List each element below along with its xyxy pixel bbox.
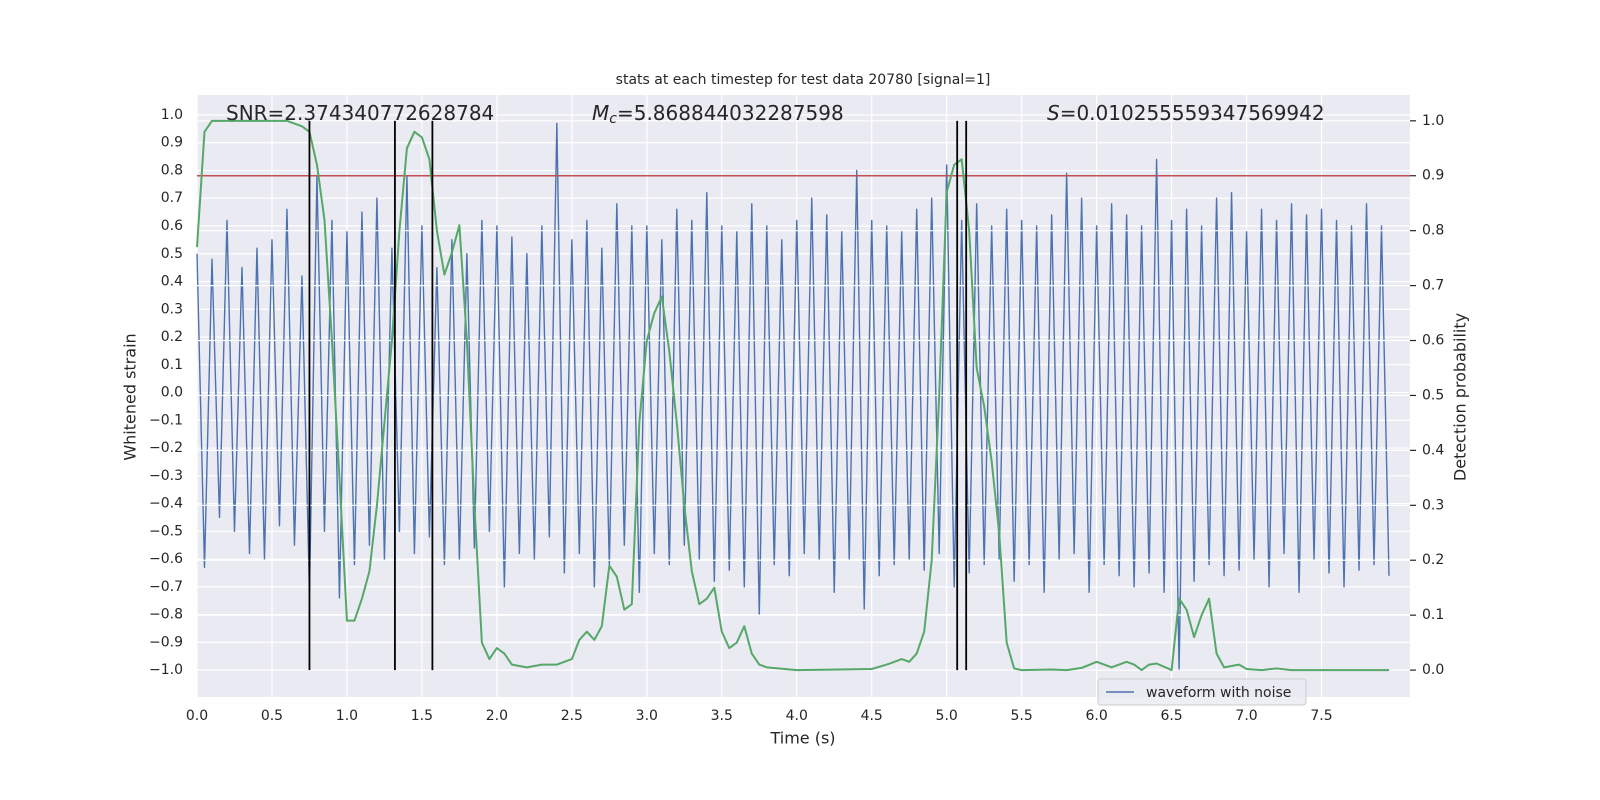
annotation: Mc=5.868844032287598 — [592, 101, 844, 128]
x-tick-label: 2.0 — [486, 708, 508, 724]
y2-tick-label: 0.7 — [1422, 278, 1444, 294]
y-tick-label: −0.2 — [149, 440, 183, 456]
y-tick-label: 0.7 — [161, 190, 183, 206]
y-tick-label: −0.8 — [149, 607, 183, 623]
y2-tick-label: 0.0 — [1422, 662, 1444, 678]
x-tick-label: 1.5 — [411, 708, 433, 724]
annotation-symbol: S — [1047, 101, 1060, 125]
x-tick-label: 0.0 — [186, 708, 208, 724]
x-tick-label: 4.5 — [861, 708, 883, 724]
annotation-symbol: M — [592, 101, 609, 125]
y2-tick-label: 0.4 — [1422, 442, 1444, 458]
y2-tick-label: 0.3 — [1422, 497, 1444, 513]
series-line — [196, 119, 1390, 672]
x-tick-label: 3.5 — [711, 708, 733, 724]
y-tick-label: 0.1 — [161, 357, 183, 373]
y2-tick-label: 1.0 — [1422, 113, 1444, 129]
x-tick-label: 1.0 — [336, 708, 358, 724]
x-tick-label: 2.5 — [561, 708, 583, 724]
legend-label: waveform with noise — [1146, 685, 1291, 701]
y-tick-label: 0.2 — [161, 329, 183, 345]
x-tick-label: 5.5 — [1011, 708, 1033, 724]
y2-tick-label: 0.8 — [1422, 223, 1444, 239]
y2-tick-label: 0.5 — [1422, 387, 1444, 403]
y-axis-label: Whitened strain — [121, 333, 140, 460]
y-tick-label: 0.6 — [161, 218, 183, 234]
annotation-text: SNR=2.374340772628784 — [226, 101, 494, 125]
x-axis-label: Time (s) — [769, 729, 835, 748]
y-tick-label: −0.6 — [149, 551, 183, 567]
y-tick-label: −0.3 — [149, 468, 183, 484]
y-tick-label: 0.0 — [161, 385, 183, 401]
y2-tick-label: 0.6 — [1422, 333, 1444, 349]
y2-tick-label: 0.2 — [1422, 552, 1444, 568]
y-tick-label: 0.8 — [161, 162, 183, 178]
annotation-text: =5.868844032287598 — [617, 101, 844, 125]
y2-tick-label: 0.1 — [1422, 607, 1444, 623]
annotation: S=0.010255559347569942 — [1047, 101, 1325, 125]
y-tick-label: 1.0 — [161, 107, 183, 123]
y2-axis-label: Detection probability — [1451, 313, 1470, 481]
x-tick-label: 0.5 — [261, 708, 283, 724]
y-tick-label: −0.9 — [149, 634, 183, 650]
x-tick-label: 5.0 — [936, 708, 958, 724]
y-tick-label: −0.7 — [149, 579, 183, 595]
chart-title: stats at each timestep for test data 207… — [616, 72, 991, 88]
x-tick-label: 3.0 — [636, 708, 658, 724]
y-tick-label: −0.5 — [149, 523, 183, 539]
y-tick-label: 0.3 — [161, 301, 183, 317]
x-tick-label: 7.0 — [1235, 708, 1257, 724]
y-tick-label: 0.9 — [161, 135, 183, 151]
annotation-text: =0.010255559347569942 — [1060, 101, 1325, 125]
y-tick-label: −0.1 — [149, 412, 183, 428]
y-tick-label: −0.4 — [149, 496, 183, 512]
annotation: SNR=2.374340772628784 — [226, 101, 494, 125]
x-tick-label: 6.5 — [1160, 708, 1182, 724]
annotation-subscript: c — [609, 111, 617, 127]
x-tick-label: 7.5 — [1310, 708, 1332, 724]
x-tick-label: 4.0 — [786, 708, 808, 724]
y-tick-label: 0.5 — [161, 246, 183, 262]
y2-tick-label: 0.9 — [1422, 168, 1444, 184]
y-tick-label: 0.4 — [161, 274, 183, 290]
legend-box — [1097, 678, 1307, 706]
y-tick-label: −1.0 — [149, 662, 183, 678]
x-tick-label: 6.0 — [1085, 708, 1107, 724]
